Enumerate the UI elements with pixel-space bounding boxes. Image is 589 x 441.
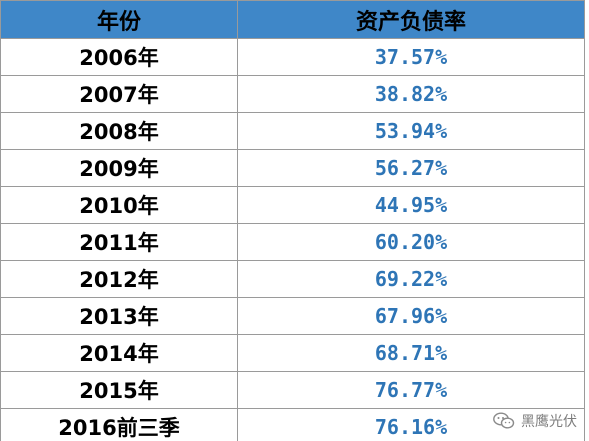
watermark: 黑鹰光伏 bbox=[493, 411, 577, 431]
debt-ratio-cell: 69.22% bbox=[237, 260, 585, 298]
grid-edge bbox=[584, 0, 589, 441]
table-row: 2010年 44.95% bbox=[0, 186, 585, 224]
table-row: 2006年 37.57% bbox=[0, 38, 585, 76]
table-row: 2014年 68.71% bbox=[0, 334, 585, 372]
year-cell: 2008年 bbox=[0, 112, 238, 150]
table-row: 2008年 53.94% bbox=[0, 112, 585, 150]
debt-ratio-cell: 76.16% bbox=[237, 408, 585, 441]
table-row: 2012年 69.22% bbox=[0, 260, 585, 298]
year-cell: 2011年 bbox=[0, 223, 238, 261]
year-cell: 2006年 bbox=[0, 38, 238, 76]
debt-ratio-cell: 60.20% bbox=[237, 223, 585, 261]
table-row: 2013年 67.96% bbox=[0, 297, 585, 335]
table-row: 2015年 76.77% bbox=[0, 371, 585, 409]
wechat-icon bbox=[493, 412, 515, 430]
table-row: 2009年 56.27% bbox=[0, 149, 585, 187]
table-header-row: 年份 资产负债率 bbox=[0, 0, 585, 39]
debt-ratio-cell: 76.77% bbox=[237, 371, 585, 409]
debt-ratio-cell: 53.94% bbox=[237, 112, 585, 150]
year-cell: 2015年 bbox=[0, 371, 238, 409]
debt-ratio-cell: 68.71% bbox=[237, 334, 585, 372]
year-cell: 2012年 bbox=[0, 260, 238, 298]
header-year: 年份 bbox=[0, 0, 238, 39]
table-row: 2011年 60.20% bbox=[0, 223, 585, 261]
header-debt-ratio: 资产负债率 bbox=[237, 0, 585, 39]
debt-ratio-cell: 56.27% bbox=[237, 149, 585, 187]
year-cell: 2014年 bbox=[0, 334, 238, 372]
year-cell: 2016前三季 bbox=[0, 408, 238, 441]
debt-ratio-cell: 67.96% bbox=[237, 297, 585, 335]
year-cell: 2009年 bbox=[0, 149, 238, 187]
year-cell: 2007年 bbox=[0, 75, 238, 113]
year-cell: 2010年 bbox=[0, 186, 238, 224]
table-row: 2016前三季 76.16% bbox=[0, 408, 585, 441]
year-cell: 2013年 bbox=[0, 297, 238, 335]
watermark-text: 黑鹰光伏 bbox=[521, 414, 577, 430]
table-row: 2007年 38.82% bbox=[0, 75, 585, 113]
debt-ratio-cell: 37.57% bbox=[237, 38, 585, 76]
debt-ratio-cell: 44.95% bbox=[237, 186, 585, 224]
debt-ratio-cell: 38.82% bbox=[237, 75, 585, 113]
